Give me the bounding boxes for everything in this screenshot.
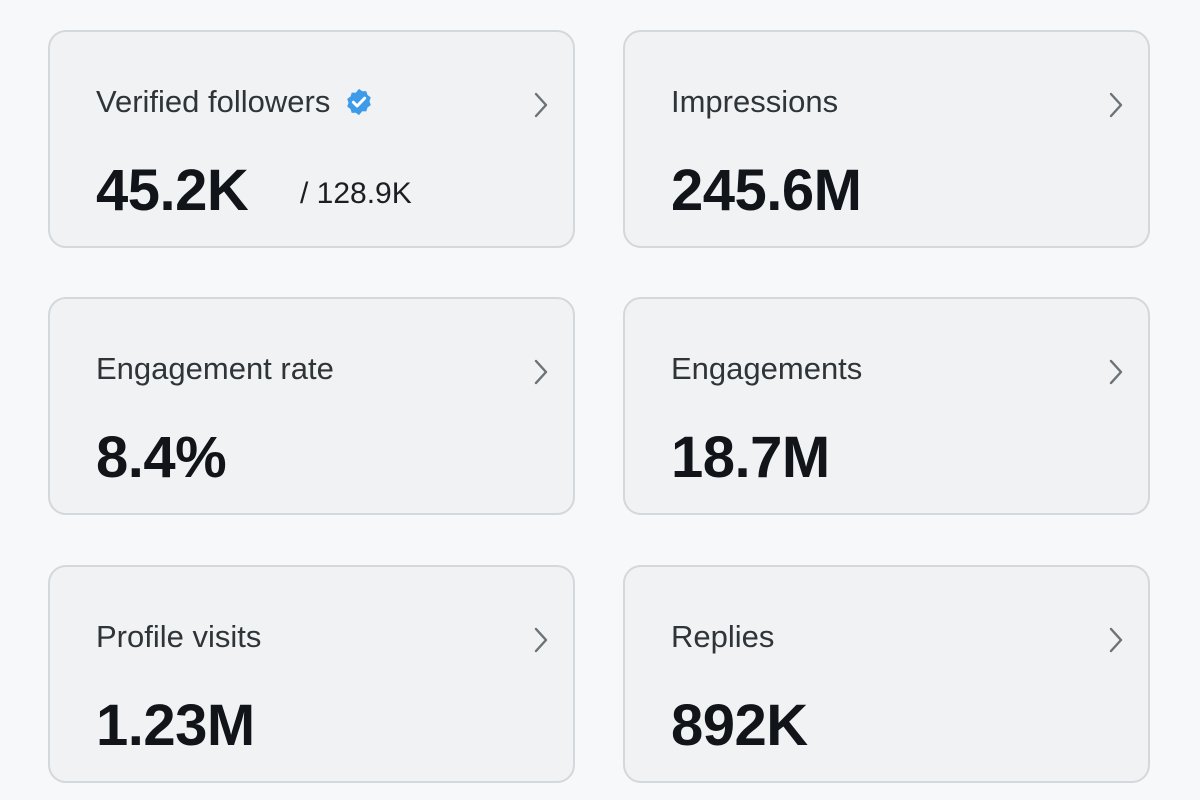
card-secondary: / 128.9K xyxy=(300,177,412,210)
chevron xyxy=(1109,359,1123,385)
verified-badge xyxy=(347,88,372,116)
card-label: Profile visits xyxy=(96,619,262,654)
card-label: Impressions xyxy=(671,84,839,119)
card-label: Engagements xyxy=(671,351,863,386)
stat-card[interactable]: Engagements 18.7M xyxy=(623,297,1150,515)
stat-card[interactable]: Replies 892K xyxy=(623,565,1150,783)
chevron xyxy=(534,359,548,385)
stat-card[interactable]: Impressions 245.6M xyxy=(623,30,1150,248)
chevron xyxy=(534,92,548,118)
card-label: Verified followers xyxy=(96,84,331,119)
chevron xyxy=(1109,92,1123,118)
card-value: 8.4% xyxy=(96,425,227,490)
card-value: 18.7M xyxy=(671,425,830,490)
card-value: 1.23M xyxy=(96,693,255,758)
card-label: Engagement rate xyxy=(96,351,334,386)
card-value: 892K xyxy=(671,693,808,758)
chevron xyxy=(534,627,548,653)
card-label: Replies xyxy=(671,619,775,654)
stat-card[interactable]: Engagement rate 8.4% xyxy=(48,297,575,515)
card-value: 45.2K xyxy=(96,158,249,223)
stat-card[interactable]: Profile visits 1.23M xyxy=(48,565,575,783)
card-value: 245.6M xyxy=(671,158,862,223)
card-label-row: Verified followers xyxy=(96,84,374,120)
chevron xyxy=(1109,627,1123,653)
stat-card[interactable]: Verified followers 45.2K / 128.9K xyxy=(48,30,575,248)
